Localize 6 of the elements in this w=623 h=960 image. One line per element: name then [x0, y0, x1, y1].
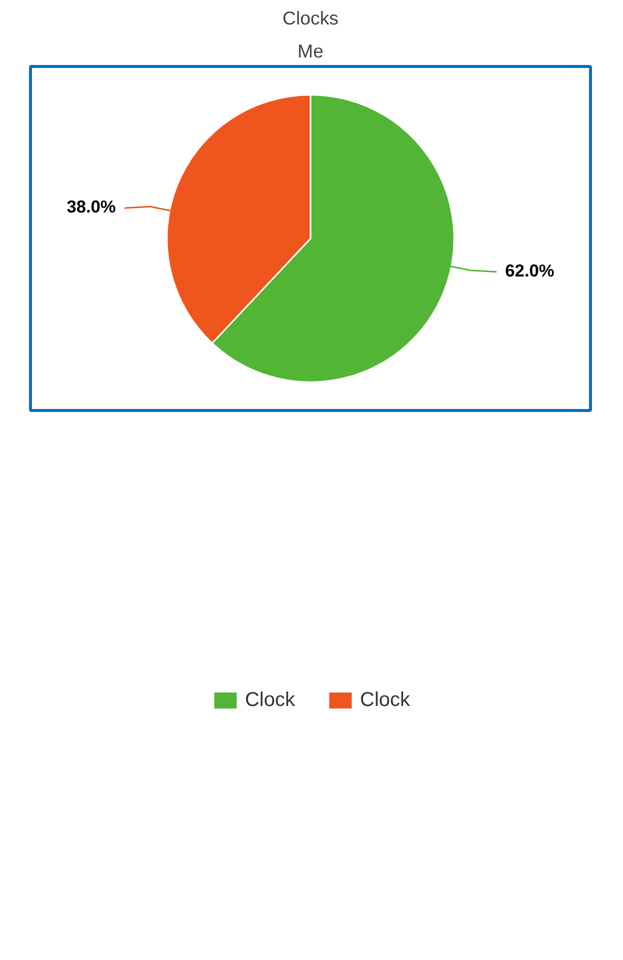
legend-label: Clock — [360, 688, 410, 712]
legend-label: Clock — [244, 688, 295, 712]
chart-title: Clocks — [282, 8, 338, 28]
data-label: 38.0% — [66, 196, 116, 217]
chart-subtitle: Me — [298, 40, 324, 62]
data-label: 62.0% — [505, 260, 554, 280]
